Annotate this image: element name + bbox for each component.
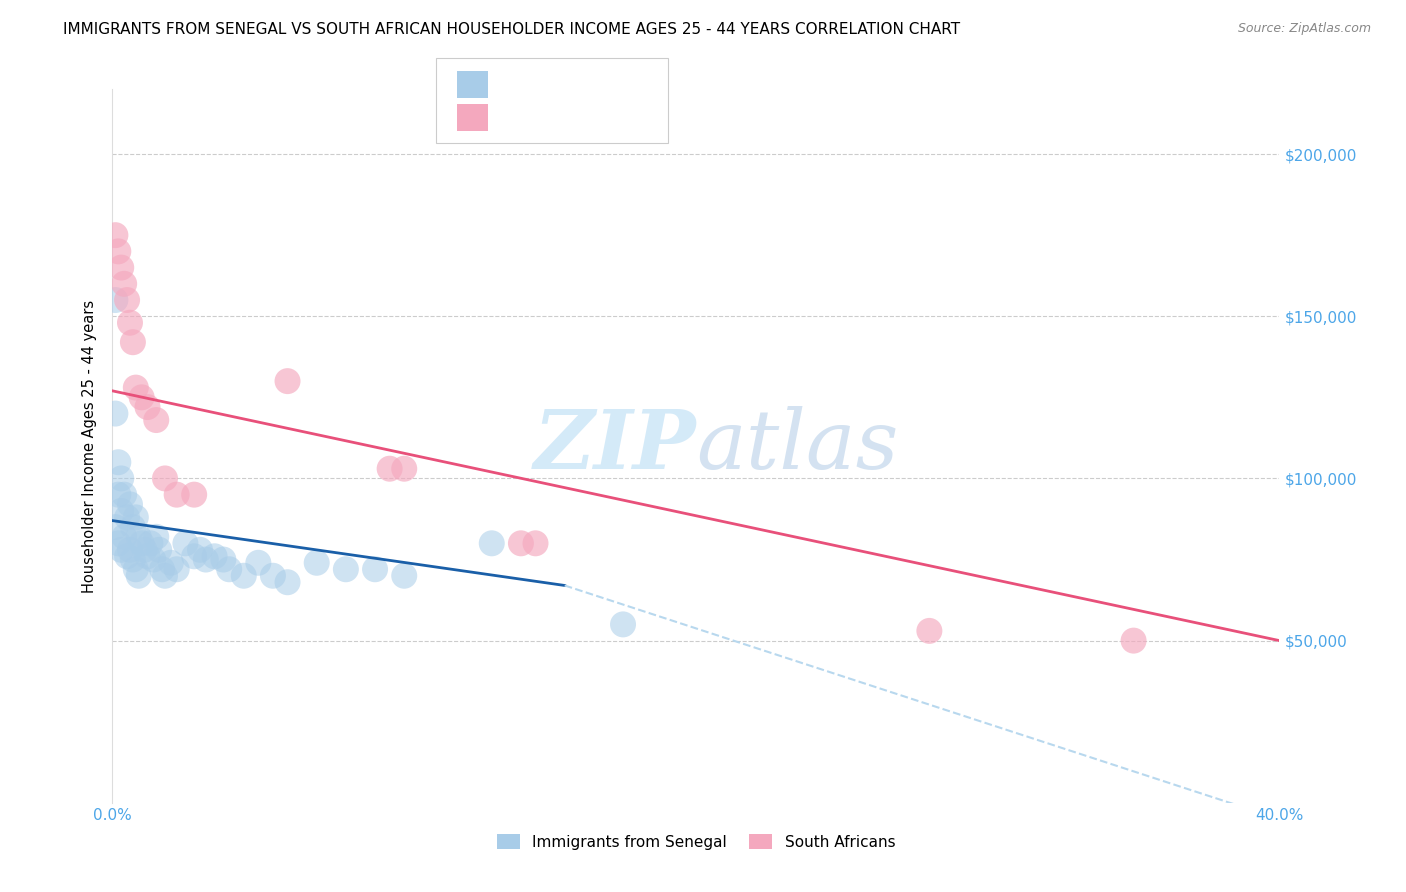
Point [509,536,531,550]
Point [112,277,135,291]
Point [174,536,197,550]
Point [118,542,141,557]
Point [110,542,132,557]
Point [183,549,205,564]
Y-axis label: Householder Income Ages 25 - 44 years: Householder Income Ages 25 - 44 years [82,300,97,592]
Point [150,562,173,576]
Point [112,488,135,502]
Point [481,536,503,550]
Point [194,552,217,566]
Point [612,617,634,632]
Text: N =: N = [600,78,637,92]
Text: R =: R = [502,111,537,125]
Point [153,568,176,582]
Point [118,316,141,330]
Point [110,260,132,275]
Point [262,568,284,582]
Point [232,568,254,582]
Point [364,562,387,576]
Point [115,293,138,307]
Text: -0.274: -0.274 [534,78,592,92]
Point [1122,633,1144,648]
Point [394,461,416,475]
Text: 49: 49 [633,78,655,92]
Point [136,400,159,414]
Point [104,228,127,243]
Point [122,520,145,534]
Point [134,542,156,557]
Point [276,374,298,388]
Point [145,413,167,427]
Point [107,455,129,469]
Point [131,390,153,404]
Point [139,536,162,550]
Text: -0.496: -0.496 [534,111,592,125]
Point [122,552,145,566]
Point [218,562,240,576]
Point [204,549,226,564]
Point [183,488,205,502]
Point [115,510,138,524]
Text: ZIP: ZIP [533,406,696,486]
Text: atlas: atlas [696,406,898,486]
Point [118,497,141,511]
Point [107,244,129,259]
Point [276,575,298,590]
Point [160,556,183,570]
Point [148,542,170,557]
Point [153,471,176,485]
Point [128,530,150,544]
Point [125,381,148,395]
Point [110,471,132,485]
Point [107,488,129,502]
Point [212,552,235,566]
Text: R =: R = [502,78,537,92]
Point [131,536,153,550]
Point [166,488,188,502]
Point [335,562,357,576]
Point [115,549,138,564]
Point [110,504,132,518]
Point [125,510,148,524]
Text: IMMIGRANTS FROM SENEGAL VS SOUTH AFRICAN HOUSEHOLDER INCOME AGES 25 - 44 YEARS C: IMMIGRANTS FROM SENEGAL VS SOUTH AFRICAN… [63,22,960,37]
Point [145,530,167,544]
Text: N =: N = [600,111,637,125]
Point [305,556,328,570]
Point [247,556,270,570]
Point [122,335,145,350]
Legend: Immigrants from Senegal, South Africans: Immigrants from Senegal, South Africans [491,828,901,855]
Point [918,624,941,638]
Point [524,536,547,550]
Text: 21: 21 [633,111,655,125]
Text: Source: ZipAtlas.com: Source: ZipAtlas.com [1237,22,1371,36]
Point [142,552,165,566]
Point [136,549,159,564]
Point [112,530,135,544]
Point [188,542,211,557]
Point [166,562,188,576]
Point [128,568,150,582]
Point [378,461,401,475]
Point [104,293,127,307]
Point [104,407,127,421]
Point [107,536,129,550]
Point [125,562,148,576]
Point [394,568,416,582]
Point [104,520,127,534]
